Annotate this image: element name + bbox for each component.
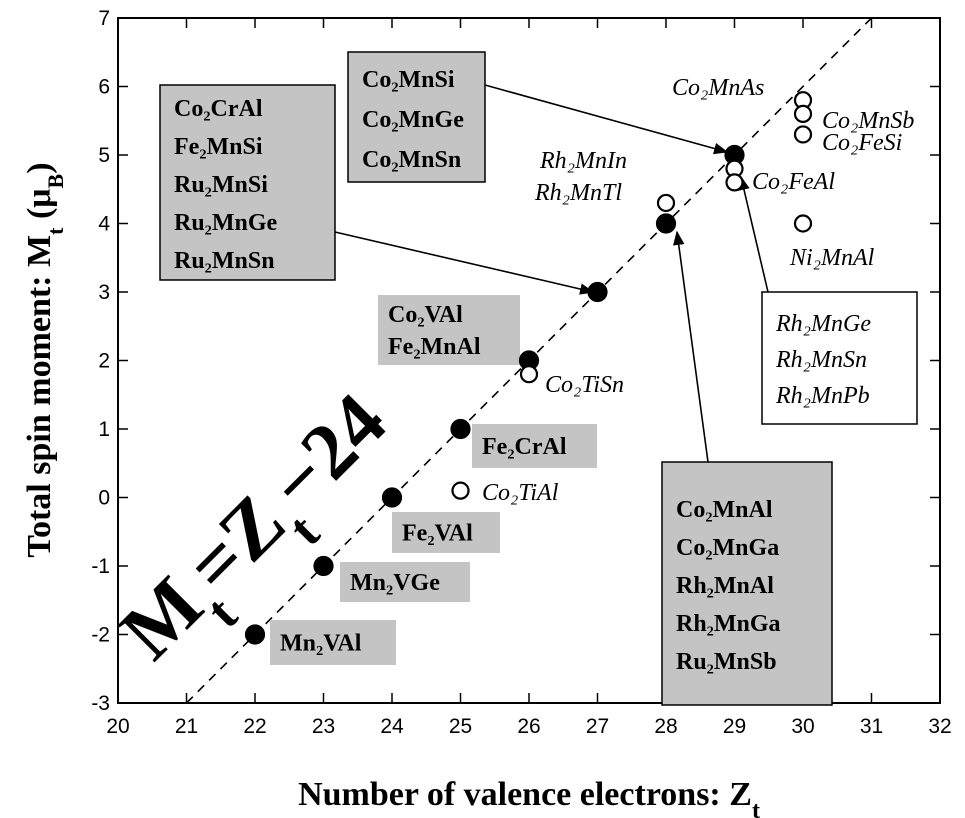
annotation-text: Ru₂MnSn [174,248,275,274]
annotation-text: Fe₂MnAl [388,334,481,360]
arrow [673,230,709,463]
point-label: Co₂TiSn [545,372,624,398]
y-tick-label: -1 [91,555,110,578]
annotation-text: Fe₂MnSi [174,134,263,160]
y-axis-label-part: B [43,173,68,188]
y-axis-label-part: ) [21,162,58,173]
point-label: Co₂FeSi [822,130,902,156]
x-axis-label-part: t [752,798,760,818]
annotation-text: Ru₂MnSb [676,649,777,675]
y-tick-label: -3 [91,692,110,715]
arrow [738,175,769,293]
annotation-text: Fe₂VAl [402,521,473,547]
annotation-text: Co₂MnAl [676,497,773,523]
x-tick-label: 28 [654,715,677,738]
annotation-text: Co₂MnSi [362,67,455,93]
formula-label-part: −24 [252,377,403,528]
filled-point [587,281,608,303]
x-tick-label: 27 [586,715,609,738]
annotation-text: Mn₂VGe [350,570,440,596]
annotation-text: Co₂MnGa [676,535,779,561]
point-label: Co₂MnSb [822,108,914,134]
y-tick-label: 0 [98,487,110,510]
annotation-text: Co₂CrAl [174,96,263,122]
point-label: Co₂MnAs [672,75,764,101]
y-axis-label-part: (μ [21,188,58,227]
open-point [793,104,813,124]
x-tick-label: 25 [449,715,472,738]
x-tick-label: 29 [723,715,746,738]
filled-point [313,555,334,577]
annotation-text: Rh₂MnPb [775,383,870,409]
x-tick-label: 23 [312,715,335,738]
x-tick-label: 26 [517,715,540,738]
label-box [340,562,470,602]
open-point [656,193,676,213]
x-tick-label: 32 [928,715,951,738]
annotation-text: Rh₂MnAl [676,573,774,599]
open-point [519,365,539,384]
x-tick-label: 24 [380,715,404,738]
annotation-text: Co₂MnGe [362,107,464,133]
x-tick-label: 30 [791,715,814,738]
filled-point [244,624,266,645]
point-label: Rh₂MnTl [534,180,622,206]
y-tick-label: 7 [98,7,110,30]
annotation-text: Rh₂MnSn [775,347,867,373]
open-point [725,173,744,192]
arrow [334,231,595,295]
annotation-text: Rh₂MnGe [775,311,871,337]
y-axis-label-part: t [43,227,68,235]
annotation-text: Rh₂MnGa [676,611,781,637]
annotation-text: Co₂MnSn [362,147,461,173]
y-tick-label: 2 [98,350,110,373]
y-tick-label: 6 [98,76,110,99]
label-box [472,424,597,468]
x-axis-label: Number of valence electrons: Zt [298,776,760,818]
label-box [661,461,833,706]
arrow [484,84,729,155]
label-box [270,620,396,665]
annotation-text: Ru₂MnSi [174,172,268,198]
annotation-text: Co₂VAl [388,302,463,328]
annotation-text: Ru₂MnGe [174,210,278,236]
point-label: Rh₂MnIn [539,148,627,174]
x-tick-label: 20 [106,715,129,738]
x-tick-label: 21 [175,715,198,738]
open-point [793,214,813,233]
open-point [793,125,813,144]
filled-point [655,213,677,234]
annotation-text: Mn₂VAl [280,631,362,657]
y-tick-label: 4 [98,213,110,236]
x-tick-label: 31 [860,715,883,738]
label-box [392,512,500,553]
filled-point [450,418,471,440]
open-point [451,481,470,500]
y-tick-label: 1 [98,418,110,441]
y-tick-label: 5 [98,144,110,167]
annotation-text: Fe₂CrAl [482,434,567,460]
x-tick-label: 22 [243,715,266,738]
point-label: Co₂FeAl [752,169,835,195]
label-box [347,51,486,183]
point-label: Co₂TiAl [482,480,559,506]
y-tick-label: 3 [98,281,110,304]
y-axis-label: Total spin moment: Mt (μB) [21,162,68,557]
x-axis-label-part: Number of valence electrons: Z [298,776,752,813]
filled-point [381,487,403,508]
y-tick-label: -2 [91,624,110,647]
label-box [378,295,520,365]
formula-label-part: =Z [170,478,302,610]
y-axis-label-part: Total spin moment: M [21,235,58,558]
point-label: Ni₂MnAl [789,245,875,271]
label-box [159,84,336,281]
label-box [761,291,918,425]
